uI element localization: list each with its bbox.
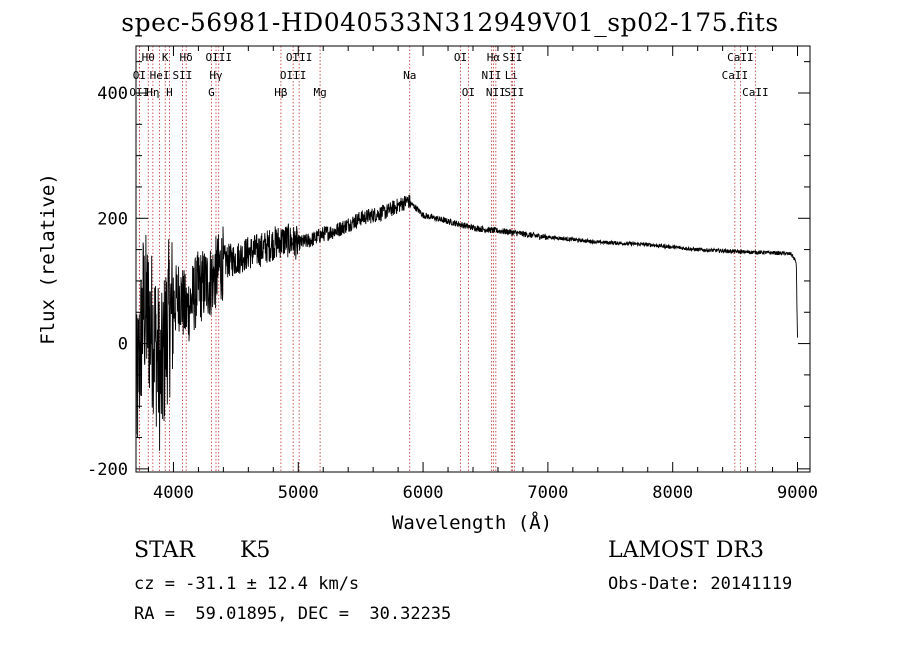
- line-label: Li: [505, 69, 518, 82]
- line-label: Hα: [487, 51, 501, 64]
- x-tick-label: 5000: [278, 483, 319, 503]
- redshift-velocity: cz = -31.1 ± 12.4 km/s: [134, 574, 360, 594]
- line-label: Hθ: [142, 51, 155, 64]
- line-label: Na: [403, 69, 416, 82]
- y-axis-label: Flux (relative): [37, 173, 59, 345]
- survey-release: LAMOST DR3: [608, 538, 764, 563]
- line-label: OIII: [280, 69, 307, 82]
- emission-line-markers: OIIOIHθHηHeIKHSIIHδGHγOIIIHβOIIIOIIIMgNa…: [129, 46, 769, 472]
- line-label: NII: [486, 86, 506, 99]
- observation-date: Obs-Date: 20141119: [608, 574, 793, 594]
- line-label: Hγ: [209, 69, 223, 82]
- x-tick-label: 9000: [777, 483, 818, 503]
- line-label: K: [162, 51, 169, 64]
- line-label: Hη: [146, 86, 159, 99]
- line-label: SII: [503, 51, 523, 64]
- line-label: OIII: [286, 51, 313, 64]
- chart-title: spec-56981-HD040533N312949V01_sp02-175.f…: [121, 8, 779, 37]
- line-label: Hβ: [274, 86, 288, 99]
- line-label: SII: [172, 69, 192, 82]
- x-tick-label: 4000: [153, 483, 194, 503]
- spectrum-line: [135, 194, 798, 451]
- line-label: SII: [504, 86, 524, 99]
- y-tick-label: 400: [97, 84, 128, 104]
- line-label: HeI: [150, 69, 170, 82]
- x-tick-label: 6000: [403, 483, 444, 503]
- line-label: OI: [462, 86, 475, 99]
- line-label: G: [208, 86, 215, 99]
- object-subclass: K5: [240, 538, 271, 563]
- line-label: CaII: [727, 51, 754, 64]
- line-label: CaII: [742, 86, 769, 99]
- line-label: OI: [454, 51, 467, 64]
- line-label: OIII: [206, 51, 233, 64]
- line-label: H: [166, 86, 173, 99]
- y-tick-label: 0: [118, 335, 128, 355]
- axis-ticks: 4000 5000 6000 7000 8000 9000 -200 0 200 400: [87, 46, 818, 503]
- y-tick-label: 200: [97, 209, 128, 229]
- sky-coordinates: RA = 59.01895, DEC = 30.32235: [134, 604, 452, 624]
- line-label: OI: [133, 69, 146, 82]
- x-tick-label: 8000: [652, 483, 693, 503]
- spectrum-series: [135, 194, 798, 451]
- line-label: Mg: [313, 86, 326, 99]
- line-label: CaII: [722, 69, 749, 82]
- x-tick-label: 7000: [527, 483, 568, 503]
- y-tick-label: -200: [87, 460, 128, 480]
- line-label: Hδ: [180, 51, 193, 64]
- line-label: NII: [482, 69, 502, 82]
- x-axis-label: Wavelength (Å): [392, 511, 552, 534]
- object-class: STAR: [134, 538, 195, 563]
